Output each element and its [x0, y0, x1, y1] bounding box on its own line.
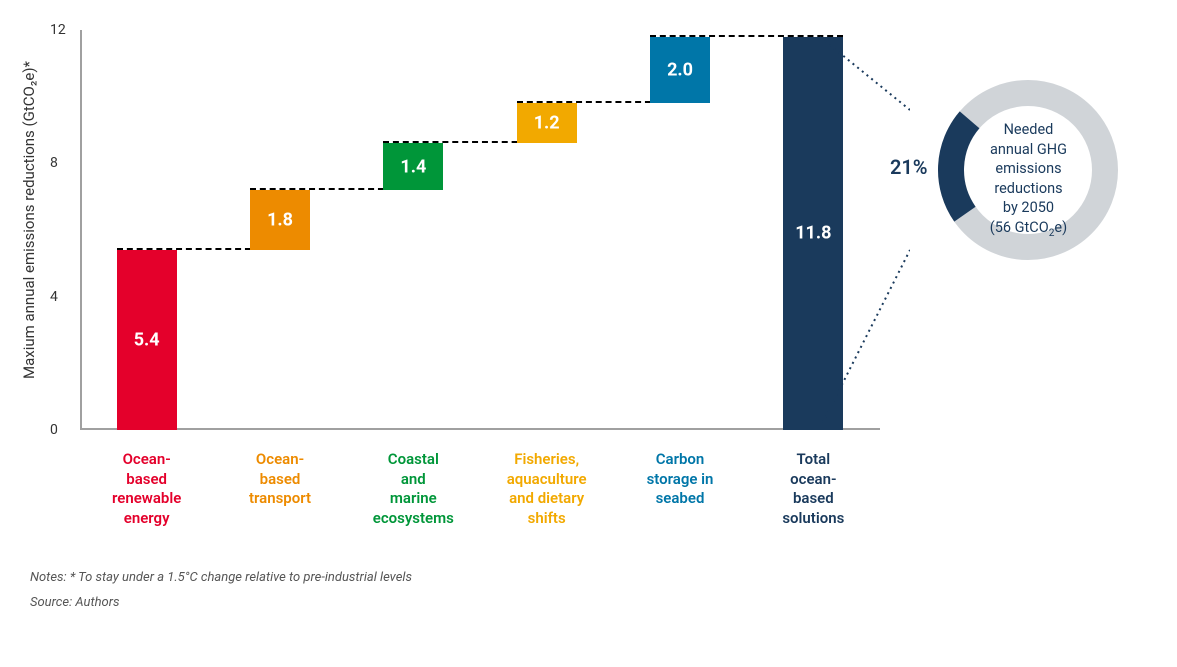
y-tick: 4: [50, 289, 58, 305]
main-container: Maxium annual emissions reductions (GtCO…: [20, 20, 1157, 560]
bar-value-label: 5.4: [134, 330, 160, 351]
bar: 1.2: [517, 103, 577, 143]
category-label: Coastalandmarineecosystems: [348, 450, 478, 528]
category-label: Carbonstorage inseabed: [615, 450, 745, 509]
plot-region: 048125.4Ocean-basedrenewableenergy1.8Oce…: [80, 30, 880, 430]
bar-value-label: 1.8: [267, 210, 293, 231]
y-axis-label: Maxium annual emissions reductions (GtCO…: [20, 61, 38, 379]
donut-area: 21% Neededannual GHGemissionsreductionsb…: [900, 20, 1157, 560]
bar: 1.4: [383, 143, 443, 190]
category-label: Fisheries,aquacultureand dietaryshifts: [482, 450, 612, 528]
bar-value-label: 2.0: [667, 60, 693, 81]
y-axis-line: [80, 30, 82, 430]
donut-center-text: Neededannual GHGemissionsreductionsby 20…: [943, 120, 1113, 240]
footnote-note: Notes: * To stay under a 1.5°C change re…: [30, 570, 1157, 585]
y-tick: 0: [50, 422, 58, 438]
category-label: Ocean-basedtransport: [215, 450, 345, 509]
bar-value-label: 11.8: [795, 223, 831, 244]
bar-value-label: 1.2: [534, 113, 560, 134]
y-tick: 8: [50, 155, 58, 171]
footnote-source: Source: Authors: [30, 595, 1157, 610]
bar: 11.8: [783, 37, 843, 430]
bar: 2.0: [650, 37, 710, 104]
bar-value-label: 1.4: [400, 156, 426, 177]
donut-percentage-label: 21%: [890, 155, 928, 179]
bar: 1.8: [250, 190, 310, 250]
y-tick: 12: [50, 22, 66, 38]
chart-area: Maxium annual emissions reductions (GtCO…: [20, 20, 900, 560]
category-label: Totalocean-basedsolutions: [748, 450, 878, 528]
x-axis-line: [80, 428, 880, 430]
bar: 5.4: [117, 250, 177, 430]
category-label: Ocean-basedrenewableenergy: [82, 450, 212, 528]
